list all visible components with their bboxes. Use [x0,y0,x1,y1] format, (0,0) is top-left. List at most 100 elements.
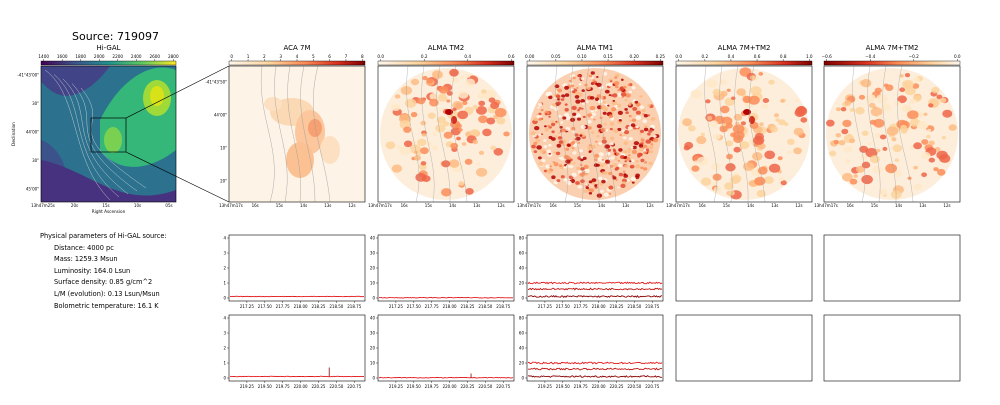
noise-4-80 [713,186,722,193]
noise-2-20 [460,75,465,80]
noise-3-255 [572,76,576,80]
noise-3-436 [629,160,632,163]
higal-ytick-1: 30" [32,101,39,106]
noise-3-364 [612,148,616,151]
noise-4-12 [700,177,712,186]
noise-4-95 [742,95,752,104]
noise-5-126 [849,178,858,185]
spectrum-tm1-row2-xtick-label-0: 219.25 [538,384,552,389]
noise-2-55 [458,181,465,186]
colorbar-tick-label-4-0: 0.0 [675,54,682,59]
noise-3-479 [597,131,600,134]
spectrum-tm1-row2-series-1 [527,367,663,371]
noise-3-101 [580,182,584,185]
colorbar-tick-label-5-2: −0.2 [909,54,920,59]
noise-3-356 [583,164,589,169]
noise-3-366 [606,152,611,156]
noise-3-517 [555,151,561,156]
spectrum-tm2-row2-xtick-label-4: 220.25 [460,384,474,389]
noise-5-71 [921,139,929,145]
noise-4-83 [787,150,792,155]
empty-spectrum-4-0 [823,234,961,302]
colorbar-tick-label-4-5: 1.0 [806,54,813,59]
noise-5-110 [878,114,883,119]
noise-4-19 [780,99,785,103]
noise-3-173 [596,76,599,78]
noise-3-495 [546,149,551,154]
noise-3-476 [618,172,624,177]
colorbar-tick-label-3-1: 0.05 [551,54,561,59]
spectrum-tm2-row1-xtick-label-4: 218.25 [460,304,474,309]
noise-3-355 [558,164,563,168]
noise-2-113 [477,93,486,100]
noise-3-497 [588,144,592,147]
param-lm-ratio: L/M (evolution): 0.13 Lsun/Msun [54,289,160,298]
noise-2-120 [480,89,487,94]
noise-2-27 [438,86,449,94]
noise-2-117 [458,90,469,99]
noise-3-218 [598,152,604,157]
spectrum-tm2-row1-xtick-label-6: 218.75 [496,304,510,309]
noise-3-304 [647,114,650,117]
spectrum-tm2-row1-xtick-label-2: 217.75 [425,304,439,309]
spectrum-tm2-row1-xtick-label-5: 218.50 [478,304,492,309]
noise-4-91 [733,113,743,121]
xtick-1-3: 14s [300,203,307,208]
noise-3-221 [595,140,598,143]
noise-4-15 [758,72,764,76]
noise-5-42 [927,128,932,133]
noise-3-349 [571,172,577,177]
noise-3-198 [608,171,613,176]
spectrum-tm2-row1-xtick-label-0: 217.25 [389,304,403,309]
colorbar-tick-label-0-0: 1400 [38,54,49,59]
noise-3-445 [601,105,607,110]
contour-4-2 [734,65,749,203]
noise-2-13 [410,78,420,86]
spectrum-tm1-row1-frame [526,234,664,302]
noise-3-325 [548,143,552,147]
noise-3-64 [632,145,637,150]
spectrum-tm2-row2-xtick-label-1: 219.50 [407,384,421,389]
higal-xlabel: Right Ascension [92,209,126,214]
noise-2-0 [503,131,510,137]
noise-5-109 [902,79,914,89]
noise-3-88 [625,111,629,114]
noise-3-370 [579,172,585,177]
contour-2-1 [421,65,435,203]
noise-3-447 [641,109,646,113]
noise-3-131 [551,175,556,179]
noise-2-45 [417,138,427,147]
noise-4-69 [770,126,778,133]
noise-5-55 [835,133,842,138]
noise-2-104 [421,133,427,137]
aca-emission-3 [308,119,322,137]
noise-4-115 [743,162,755,172]
noise-3-65 [607,148,611,152]
noise-5-83 [858,94,866,100]
noise-3-151 [643,125,648,129]
noise-3-16 [590,71,595,75]
spectrum-tm2-row1-ytick-label-2: 20 [370,266,376,271]
noise-3-518 [572,112,577,117]
noise-3-81 [642,119,648,124]
spectrum-tm2-row2-ytick-label-1: 10 [370,361,376,366]
noise-3-486 [594,109,598,112]
aca-emission-5 [320,136,340,164]
noise-3-433 [589,188,595,193]
noise-2-101 [449,68,459,77]
noise-2-69 [399,146,412,156]
noise-3-256 [627,126,633,130]
noise-3-163 [625,157,631,161]
noise-3-225 [596,163,600,167]
noise-2-25 [446,99,451,103]
zoom-connector-top [125,65,230,119]
noise-3-339 [577,184,583,189]
noise-3-236 [609,80,613,83]
spectrum-aca-row1-ytick-label-0: 0 [223,296,226,301]
noise-3-209 [613,129,619,133]
noise-5-73 [948,124,957,131]
noise-5-93 [849,108,855,112]
noise-2-35 [476,167,488,177]
noise-2-99 [385,141,396,150]
higal-xtick-1: 20s [71,203,78,208]
